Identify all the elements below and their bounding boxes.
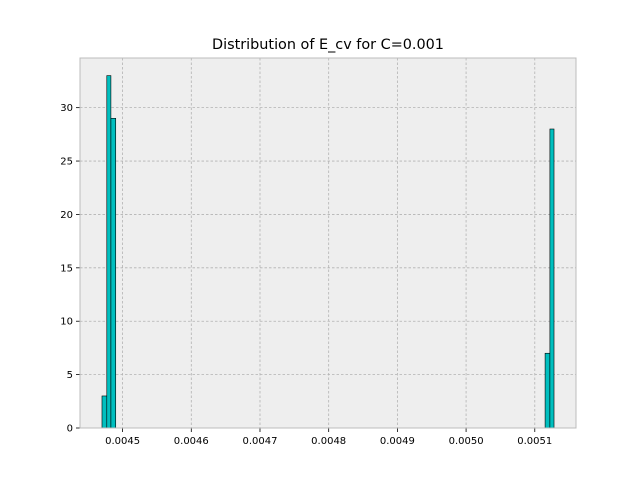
histogram-bar [544,352,551,429]
y-tick-label: 5 [67,370,73,381]
x-tick-label: 0.0049 [380,436,415,447]
histogram-bar [549,128,555,429]
plot-frame [79,57,577,429]
y-tick-label: 20 [60,210,73,221]
histogram-bar [106,75,112,429]
x-tick-label: 0.0046 [174,436,209,447]
grid-lines [80,58,576,428]
y-tick-label: 25 [60,157,73,168]
x-tick-label: 0.0047 [242,436,277,447]
x-tick-label: 0.0051 [517,436,552,447]
y-tick-label: 10 [60,317,73,328]
y-tick-label: 15 [60,263,73,274]
axis-ticks: 0.0045 0.0046 0.0047 0.0048 0.0049 0.0050 0.00… [60,103,552,447]
plot-area [80,58,576,428]
chart-title: Distribution of E_cv for C=0.001 [212,37,444,53]
histogram-bar [110,118,117,429]
y-tick-label: 0 [67,424,73,435]
y-tick-label: 30 [60,103,73,114]
x-tick-label: 0.0048 [311,436,346,447]
x-tick-label: 0.0050 [449,436,484,447]
histogram-bar [101,395,108,429]
x-tick-label: 0.0045 [105,436,140,447]
